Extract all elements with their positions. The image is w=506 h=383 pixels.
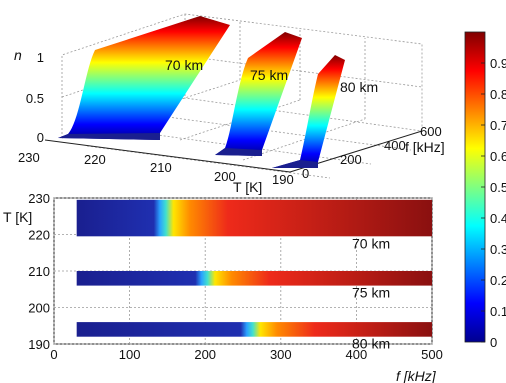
heatmap-band (76, 199, 433, 237)
heatmap-y-ticks: 190 200 210 220 230 (28, 191, 50, 352)
colorbar-tick-label: 0.9 (490, 56, 506, 71)
heatmap-bands: 70 km 75 km 80 km (76, 199, 433, 352)
heatmap-x-ticks: 0 100 200 300 400 500 (50, 347, 442, 362)
heatmap-band (76, 271, 433, 286)
colorbar-tick-label: 0 (490, 335, 497, 350)
surface-label-80km: 80 km (340, 79, 378, 95)
colorbar-tick-label: 0.6 (490, 149, 506, 164)
heatmap-y-tick-label: 230 (28, 191, 50, 206)
t-tick-label: 190 (272, 172, 294, 187)
t-axis-line (44, 139, 291, 173)
t-tick-label: 220 (84, 152, 106, 167)
heatmap-y-tick-label: 200 (28, 301, 50, 316)
heatmap-plot: 70 km 75 km 80 km 0 100 200 300 400 500 190 200 2… (3, 191, 443, 383)
surface-plot: 70 km 75 km 80 km n 1 0.5 0 230 (14, 13, 445, 195)
z-tick-label: 0.5 (26, 91, 44, 106)
heatmap-band-label: 70 km (352, 235, 390, 251)
colorbar-tick-label: 0.1 (490, 304, 506, 319)
z-tick-label: 1 (37, 50, 44, 65)
f-axis-label: f [kHz] (405, 139, 445, 155)
heatmap-y-tick-label: 190 (28, 337, 50, 352)
colorbar-tick-label: 0.5 (490, 180, 506, 195)
f-axis: 0 200 400 600 f [kHz] (302, 124, 445, 181)
heatmap-x-tick-label: 500 (421, 347, 443, 362)
colorbar-tick-label: 0.2 (490, 273, 506, 288)
t-tick-label: 210 (150, 160, 172, 175)
heatmap-x-tick-label: 300 (270, 347, 292, 362)
surface-label-70km: 70 km (165, 57, 203, 73)
colorbar-tick-label: 0.7 (490, 118, 506, 133)
heatmap-y-tick-label: 220 (28, 228, 50, 243)
z-tick-label: 0 (37, 130, 44, 145)
colorbar: 0 0.1 0.2 0.3 0.4 0.5 0.6 0.7 0.8 0.9 (464, 31, 506, 350)
heatmap-x-tick-label: 100 (119, 347, 141, 362)
heatmap-band-label: 75 km (352, 285, 390, 301)
heatmap-x-axis-label: f [kHz] (396, 368, 437, 383)
f-tick-label: 0 (302, 166, 309, 181)
heatmap-x-tick-label: 400 (346, 347, 368, 362)
t-tick-label: 200 (214, 169, 236, 184)
f-tick-label: 600 (420, 124, 442, 139)
heatmap-x-tick-label: 200 (194, 347, 216, 362)
colorbar-tick-label: 0.3 (490, 242, 506, 257)
heatmap-y-tick-label: 210 (28, 264, 50, 279)
t-axis: 230 220 210 200 190 T [K] (18, 150, 294, 195)
heatmap-y-axis-label: T [K] (3, 209, 32, 225)
t-tick-label: 230 (18, 150, 40, 165)
z-axis-label: n (14, 47, 22, 63)
surface-80km: 80 km (272, 55, 378, 168)
heatmap-x-tick-label: 0 (50, 347, 57, 362)
surface-70km: 70 km (58, 16, 230, 140)
f-tick-label: 200 (340, 152, 362, 167)
colorbar-tick-label: 0.8 (490, 87, 506, 102)
surface-75km: 75 km (215, 32, 302, 156)
f-tick-label: 400 (384, 138, 406, 153)
heatmap-band-label: 80 km (352, 336, 390, 352)
t-axis-label: T [K] (233, 179, 262, 195)
heatmap-band (76, 322, 433, 337)
colorbar-ticks: 0 0.1 0.2 0.3 0.4 0.5 0.6 0.7 0.8 0.9 (481, 56, 506, 350)
surface-label-75km: 75 km (250, 67, 288, 83)
colorbar-tick-label: 0.4 (490, 211, 506, 226)
z-axis: n 1 0.5 0 (14, 47, 44, 145)
